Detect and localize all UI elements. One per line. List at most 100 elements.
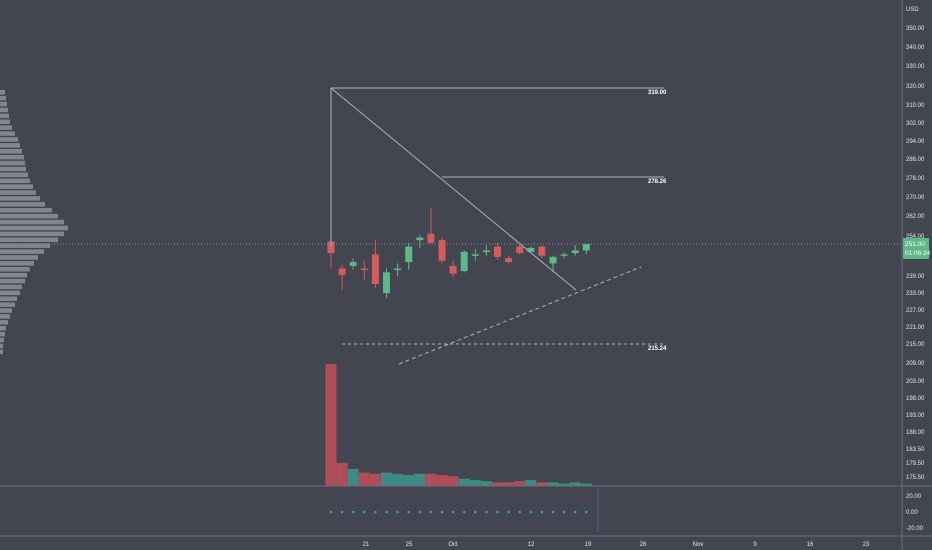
volume-profile-row [0, 237, 58, 242]
volume-profile-row [0, 101, 7, 107]
volume-profile-row [0, 131, 15, 136]
volume-profile-row [0, 337, 4, 343]
volume-profile-row [0, 184, 33, 189]
price-tick-label: 193.00 [906, 413, 925, 419]
volume-profile-row [0, 113, 9, 119]
price-tick-label: 183.50 [906, 447, 925, 453]
volume-profile-row [0, 261, 34, 266]
candle-body [582, 244, 590, 251]
price-tick-label: 221.00 [906, 325, 925, 331]
volume-profile-row [0, 119, 10, 124]
volume-bar [547, 482, 559, 486]
volume-profile-row [0, 267, 30, 272]
candle-body [360, 268, 368, 271]
volume-profile-row [0, 290, 20, 296]
candle-body [449, 265, 457, 274]
oscillator-dot [573, 510, 577, 514]
candle-body [471, 254, 479, 256]
volume-profile-row [0, 320, 8, 325]
price-tick-label: 262.00 [906, 214, 925, 220]
candle-body [327, 241, 335, 254]
volume-bar [503, 482, 515, 486]
price-axis[interactable]: USD 350.00 340.00 330.00 320.00 310.00 302.00… [901, 0, 931, 550]
candle-body [427, 233, 435, 243]
uptrend-line [398, 266, 642, 365]
price-tick-label: 310.00 [906, 103, 925, 109]
price-tick-label: 340.00 [906, 45, 925, 51]
volume-profile-row [0, 326, 6, 331]
volume-profile-row [0, 178, 30, 183]
price-tick-label: 254.00 [906, 234, 925, 240]
candle-body [494, 246, 501, 257]
oscillator-dot [407, 510, 411, 514]
volume-profile-row [0, 231, 64, 237]
price-tick-label: 320.00 [906, 84, 925, 90]
oscillator-dot [585, 510, 588, 514]
volume-profile-row [0, 249, 44, 254]
currency-label: USD [906, 7, 919, 13]
volume-profile-row [0, 302, 15, 307]
volume-profile-row [0, 90, 5, 95]
level-mid-label: 278.26 [648, 179, 667, 185]
oscillator-pane [329, 488, 599, 532]
time-tick-label: 9 [753, 542, 757, 548]
volume-bar [492, 482, 503, 486]
volume-profile-row [0, 225, 68, 231]
volume-profile-row [0, 166, 26, 172]
volume-profile-row [0, 190, 36, 195]
volume-profile-row [0, 149, 22, 154]
volume-profile-row [0, 314, 10, 319]
price-tick-label: 350.00 [906, 26, 925, 32]
volume-bar [580, 483, 592, 486]
oscillator-dot [385, 510, 388, 514]
drawing-annotations[interactable]: 319.00 278.26 215.24 [330, 87, 667, 365]
volume-profile-row [0, 208, 52, 213]
candle-body [349, 262, 357, 266]
candle-body [482, 250, 490, 252]
candle-body [571, 250, 579, 254]
volume-profile-row [0, 343, 3, 349]
volume-bar [369, 473, 381, 486]
time-tick-label: 21 [363, 542, 370, 548]
volume-profile-row [0, 308, 12, 313]
price-tick-label: 286.00 [906, 157, 925, 163]
volume-profile-row [0, 143, 20, 148]
oscillator-dot [440, 510, 444, 514]
current-price-badge [903, 238, 929, 259]
time-tick-label: 25 [406, 542, 413, 548]
price-tick-label: 330.00 [906, 64, 925, 70]
oscillator-dot [507, 510, 510, 514]
oscillator-dot [485, 510, 488, 514]
volume-profile-row [0, 278, 25, 284]
oscillator-dot [551, 510, 555, 514]
volume-profile-row [0, 125, 12, 130]
price-tick-label: 270.00 [906, 195, 925, 201]
volume-bar [525, 479, 537, 486]
oscillator-dot [474, 510, 477, 514]
oscillator-dot [562, 510, 566, 514]
level-high-label: 319.00 [648, 90, 667, 96]
countdown-label: 01:06:24 [905, 250, 931, 257]
volume-profile-row [0, 349, 3, 355]
oscillator-dot [540, 510, 544, 514]
volume-bar [414, 473, 426, 486]
level-low-label: 215.24 [648, 346, 667, 352]
oscillator-dot [351, 510, 355, 514]
volume-bar [536, 482, 548, 486]
time-axis[interactable]: 21 25 Oct 12 19 26 Nov 9 16 23 [363, 542, 870, 548]
volume-bar [436, 475, 448, 486]
volume-profile-row [0, 196, 40, 201]
volume-bar [558, 483, 570, 486]
time-tick-label: 16 [807, 542, 814, 548]
volume-profile-row [0, 154, 24, 160]
time-tick-label: 12 [528, 542, 535, 548]
volume-bar [469, 479, 481, 486]
oscillator-dot [462, 510, 466, 514]
candle-body [516, 246, 524, 254]
volume-profile [0, 90, 68, 355]
volume-bar [569, 482, 581, 486]
volume-profile-row [0, 331, 5, 337]
candle-body [538, 246, 546, 256]
oscillator-tick-label: 20.00 [906, 494, 922, 500]
